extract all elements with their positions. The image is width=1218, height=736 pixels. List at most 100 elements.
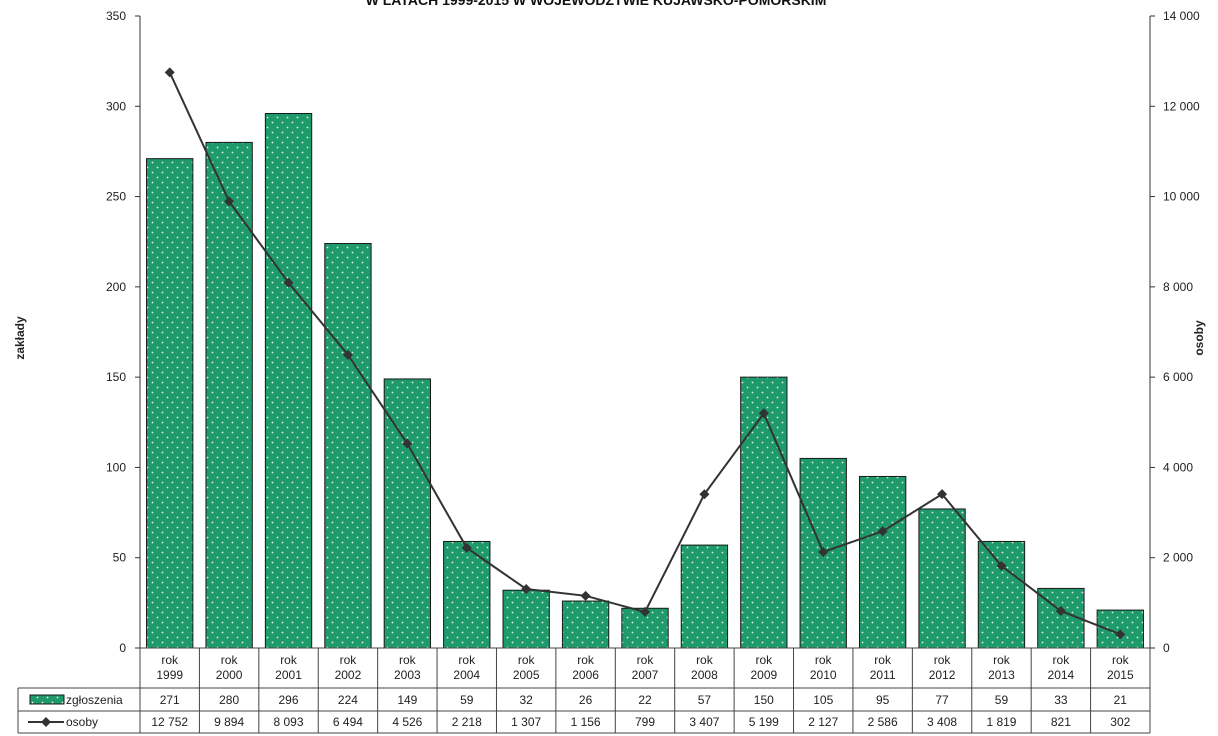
y-tick-label: 0	[119, 641, 126, 655]
data-label-zgloszenia: 149	[397, 693, 417, 707]
data-label-osoby: 2 218	[452, 715, 482, 729]
bar-series	[146, 113, 1144, 649]
category-label: rok	[221, 653, 239, 667]
data-label-osoby: 3 408	[927, 715, 957, 729]
data-label-zgloszenia: 32	[519, 693, 533, 707]
data-label-osoby: 6 494	[333, 715, 363, 729]
category-label: 2002	[335, 668, 362, 682]
bar-2001	[264, 113, 313, 649]
osoby-point-2015	[1115, 629, 1126, 640]
bar-2002	[324, 243, 372, 649]
y-tick-label: 100	[106, 460, 126, 474]
category-label: rok	[161, 653, 179, 667]
y2-tick-label: 2 000	[1163, 551, 1193, 565]
bar-2006	[561, 600, 610, 649]
data-label-osoby: 799	[635, 715, 655, 729]
y-tick-label: 250	[106, 190, 126, 204]
line-series	[164, 67, 1126, 640]
data-label-osoby: 821	[1051, 715, 1071, 729]
data-label-zgloszenia: 22	[638, 693, 652, 707]
category-label: 2009	[750, 668, 777, 682]
data-label-osoby: 8 093	[274, 715, 304, 729]
osoby-point-2012	[937, 489, 948, 500]
data-table: rok1999rok2000rok2001rok2002rok2003rok20…	[17, 647, 1151, 734]
category-label: rok	[1112, 653, 1130, 667]
data-label-zgloszenia: 21	[1114, 693, 1128, 707]
legend-bar-swatch	[29, 694, 65, 705]
data-label-zgloszenia: 150	[754, 693, 774, 707]
category-label: 2010	[810, 668, 837, 682]
y2-tick-label: 12 000	[1163, 99, 1200, 113]
legend-label-osoby: osoby	[66, 715, 98, 729]
category-label: rok	[993, 653, 1011, 667]
osoby-point-2000	[224, 196, 235, 207]
category-label: 2015	[1107, 668, 1134, 682]
osoby-point-2013	[996, 560, 1007, 571]
data-label-zgloszenia: 95	[876, 693, 890, 707]
data-label-zgloszenia: 33	[1054, 693, 1068, 707]
category-label: rok	[577, 653, 595, 667]
y2-tick-label: 6 000	[1163, 370, 1193, 384]
osoby-point-2008	[699, 489, 710, 500]
data-label-osoby: 2 127	[808, 715, 838, 729]
category-label: 2004	[453, 668, 480, 682]
category-label: 2007	[632, 668, 659, 682]
y-tick-label: 300	[106, 99, 126, 113]
category-label: rok	[696, 653, 714, 667]
bar-2005	[502, 589, 550, 649]
y-axis-title: zakłady	[13, 316, 27, 360]
category-label: 1999	[156, 668, 183, 682]
data-label-zgloszenia: 77	[935, 693, 949, 707]
y-tick-label: 50	[113, 551, 127, 565]
data-label-osoby: 2 586	[868, 715, 898, 729]
y2-tick-label: 4 000	[1163, 460, 1193, 474]
category-label: 2011	[870, 668, 896, 682]
legend-line-marker	[41, 717, 51, 727]
osoby-point-2005	[521, 583, 532, 594]
data-label-zgloszenia: 224	[338, 693, 358, 707]
y-tick-label: 200	[106, 280, 126, 294]
osoby-point-2010	[818, 546, 829, 557]
data-label-osoby: 9 894	[214, 715, 244, 729]
data-label-zgloszenia: 280	[219, 693, 239, 707]
data-label-zgloszenia: 26	[579, 693, 593, 707]
bar-2012	[918, 508, 966, 649]
osoby-point-2009	[758, 408, 769, 419]
bar-2008	[680, 544, 729, 649]
data-label-osoby: 4 526	[392, 715, 422, 729]
osoby-point-2001	[283, 277, 294, 288]
category-label: rok	[280, 653, 298, 667]
data-label-zgloszenia: 296	[279, 693, 299, 707]
category-label: 2005	[513, 668, 540, 682]
category-label: rok	[934, 653, 952, 667]
data-label-zgloszenia: 105	[813, 693, 833, 707]
y2-tick-label: 0	[1163, 641, 1170, 655]
osoby-point-1999	[164, 67, 175, 78]
category-label: 2001	[275, 668, 302, 682]
data-label-osoby: 5 199	[749, 715, 779, 729]
category-label: rok	[458, 653, 476, 667]
osoby-point-2002	[342, 349, 353, 360]
data-label-osoby: 12 752	[151, 715, 188, 729]
data-label-zgloszenia: 59	[995, 693, 1009, 707]
y2-tick-label: 14 000	[1163, 9, 1200, 23]
y-tick-label: 150	[106, 370, 126, 384]
y2-axis-title: osoby	[1192, 320, 1206, 356]
category-label: rok	[874, 653, 892, 667]
osoby-point-2003	[402, 438, 413, 449]
chart-title: W LATACH 1999-2015 W WOJEWÓDZTWIE KUJAWS…	[366, 0, 827, 8]
bar-1999	[146, 158, 194, 649]
category-label: rok	[340, 653, 358, 667]
category-label: rok	[637, 653, 655, 667]
category-label: rok	[755, 653, 773, 667]
y-axis-right: 0 2 000 4 000 6 000 8 000 10 000 12 000 14 000	[1149, 9, 1200, 655]
osoby-line	[168, 71, 1121, 636]
category-label: 2000	[216, 668, 243, 682]
y2-tick-label: 10 000	[1163, 190, 1200, 204]
bar-2011	[858, 475, 907, 649]
legend-label-zgloszenia: zgłoszenia	[66, 693, 123, 707]
y-axis-left: 0 50 100 150 200 250 300 350	[106, 9, 141, 655]
data-label-osoby: 302	[1110, 715, 1130, 729]
data-label-zgloszenia: 271	[160, 693, 180, 707]
